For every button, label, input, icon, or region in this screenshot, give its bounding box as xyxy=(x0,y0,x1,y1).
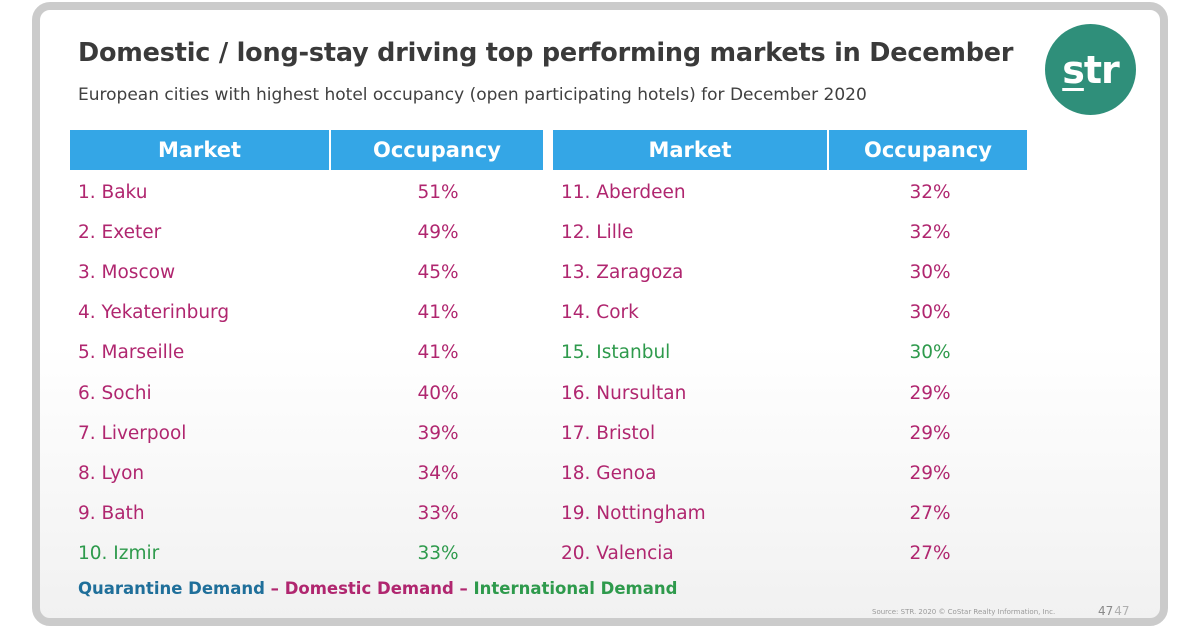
legend-separator: – xyxy=(264,579,285,598)
market-name: 8. Lyon xyxy=(78,462,145,484)
slide-title: Domestic / long-stay driving top perform… xyxy=(78,38,1014,68)
table-header: Market Occupancy xyxy=(70,130,543,170)
ranking-table-right: Market Occupancy 11. Aberdeen 32% 12. Lill… xyxy=(553,130,1027,564)
occupancy-value: 29% xyxy=(909,382,951,404)
occupancy-value: 34% xyxy=(417,462,459,484)
occupancy-value: 30% xyxy=(909,302,951,324)
table-header: Market Occupancy xyxy=(553,130,1027,170)
market-name: 11. Aberdeen xyxy=(561,181,686,203)
column-header-market: Market xyxy=(553,130,829,170)
occupancy-value: 51% xyxy=(417,181,459,203)
occupancy-value: 30% xyxy=(909,261,951,283)
market-name: 20. Valencia xyxy=(561,543,674,565)
market-name: 5. Marseille xyxy=(78,342,185,364)
occupancy-value: 45% xyxy=(417,261,459,283)
market-name: 17. Bristol xyxy=(561,422,656,444)
occupancy-value: 32% xyxy=(909,221,951,243)
market-name: 14. Cork xyxy=(561,302,639,324)
occupancy-value: 32% xyxy=(909,181,951,203)
occupancy-value: 41% xyxy=(417,342,459,364)
str-logo: s tr xyxy=(1045,24,1136,115)
market-name: 13. Zaragoza xyxy=(561,261,684,283)
market-name: 4. Yekaterinburg xyxy=(78,302,230,324)
demand-legend: Quarantine Demand – Domestic Demand – In… xyxy=(78,579,677,598)
market-name: 2. Exeter xyxy=(78,221,162,243)
legend-separator: – xyxy=(453,579,474,598)
market-name: 7. Liverpool xyxy=(78,422,187,444)
occupancy-value: 27% xyxy=(909,503,951,525)
ranking-table-left: Market Occupancy 1. Baku 51% 2. Exeter 49% 3… xyxy=(70,130,543,564)
legend-quarantine: Quarantine Demand xyxy=(78,579,265,598)
market-name: 1. Baku xyxy=(78,181,148,203)
market-name: 12. Lille xyxy=(561,221,634,243)
market-name: 9. Bath xyxy=(78,503,145,525)
occupancy-value: 33% xyxy=(417,503,459,525)
market-name: 18. Genoa xyxy=(561,462,657,484)
market-name: 19. Nottingham xyxy=(561,503,706,525)
market-name: 15. Istanbul xyxy=(561,342,671,364)
occupancy-value: 30% xyxy=(909,342,951,364)
column-header-market: Market xyxy=(70,130,331,170)
occupancy-value: 49% xyxy=(417,221,459,243)
market-name: 16. Nursultan xyxy=(561,382,687,404)
occupancy-value: 40% xyxy=(417,382,459,404)
occupancy-value: 39% xyxy=(417,422,459,444)
page-number: 4747 xyxy=(1098,604,1130,618)
market-name: 10. Izmir xyxy=(78,543,160,565)
page-number-large: 47 xyxy=(1114,604,1130,618)
slide: Domestic / long-stay driving top perform… xyxy=(32,2,1168,626)
source-note: Source: STR. 2020 © CoStar Realty Inform… xyxy=(872,608,1056,616)
occupancy-value: 29% xyxy=(909,422,951,444)
occupancy-value: 41% xyxy=(417,302,459,324)
slide-subtitle: European cities with highest hotel occup… xyxy=(78,85,867,105)
occupancy-value: 27% xyxy=(909,543,951,565)
column-header-occupancy: Occupancy xyxy=(829,130,1027,170)
column-header-occupancy: Occupancy xyxy=(331,130,543,170)
legend-domestic: Domestic Demand xyxy=(284,579,454,598)
occupancy-value: 29% xyxy=(909,462,951,484)
logo-letters-tr: tr xyxy=(1083,47,1120,92)
legend-international: International Demand xyxy=(473,579,678,598)
occupancy-value: 33% xyxy=(417,543,459,565)
market-name: 6. Sochi xyxy=(78,382,152,404)
page-number-small: 47 xyxy=(1098,604,1114,618)
logo-letter-s: s xyxy=(1062,47,1085,92)
market-name: 3. Moscow xyxy=(78,261,176,283)
